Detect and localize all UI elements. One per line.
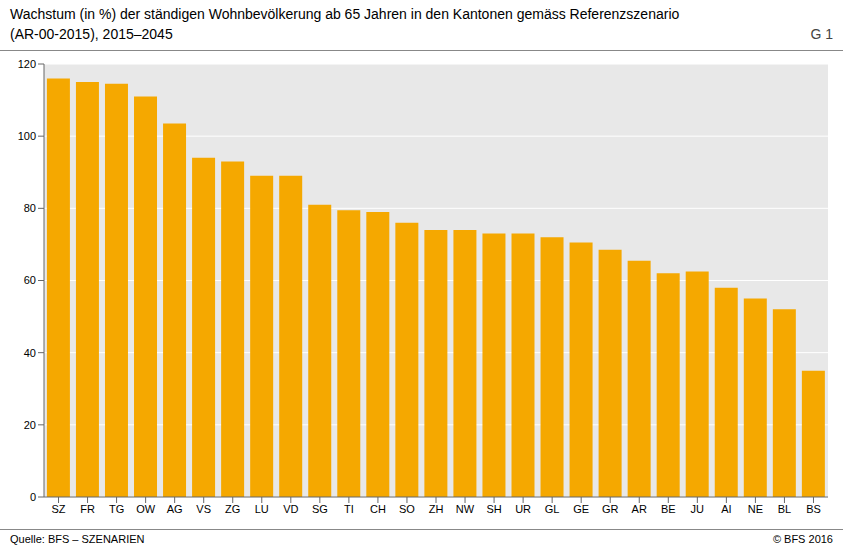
- svg-text:SO: SO: [399, 503, 415, 515]
- svg-text:80: 80: [24, 202, 36, 214]
- svg-text:AI: AI: [721, 503, 731, 515]
- svg-text:VD: VD: [283, 503, 298, 515]
- svg-text:BS: BS: [806, 503, 821, 515]
- svg-text:GR: GR: [602, 503, 619, 515]
- svg-text:20: 20: [24, 419, 36, 431]
- svg-text:NE: NE: [748, 503, 763, 515]
- svg-text:BE: BE: [661, 503, 676, 515]
- svg-text:ZG: ZG: [225, 503, 240, 515]
- svg-text:CH: CH: [370, 503, 386, 515]
- svg-text:JU: JU: [691, 503, 705, 515]
- svg-text:TG: TG: [109, 503, 124, 515]
- svg-text:GE: GE: [573, 503, 589, 515]
- svg-text:60: 60: [24, 274, 36, 286]
- svg-text:SZ: SZ: [51, 503, 65, 515]
- svg-text:100: 100: [18, 130, 36, 142]
- svg-text:ZH: ZH: [429, 503, 444, 515]
- svg-text:VS: VS: [196, 503, 211, 515]
- svg-text:0: 0: [30, 491, 36, 503]
- svg-text:AR: AR: [632, 503, 647, 515]
- html-text:G 1: G 1: [810, 26, 833, 42]
- svg-text:SG: SG: [312, 503, 328, 515]
- svg-text:AG: AG: [167, 503, 183, 515]
- svg-text:BL: BL: [778, 503, 791, 515]
- svg-text:GL: GL: [545, 503, 560, 515]
- svg-text:UR: UR: [515, 503, 531, 515]
- svg-text:40: 40: [24, 347, 36, 359]
- svg-text:120: 120: [18, 58, 36, 70]
- svg-text:NW: NW: [456, 503, 475, 515]
- html-text:Wachstum (in %) der ständigen: Wachstum (in %) der ständigen Wohnbevölk…: [10, 6, 680, 22]
- html-text:© BFS 2016: © BFS 2016: [772, 533, 833, 545]
- svg-text:LU: LU: [255, 503, 269, 515]
- svg-text:SH: SH: [486, 503, 501, 515]
- svg-text:OW: OW: [136, 503, 156, 515]
- html-text:(AR-00-2015), 2015–2045: (AR-00-2015), 2015–2045: [10, 26, 173, 42]
- svg-text:FR: FR: [80, 503, 95, 515]
- html-text:Quelle: BFS – SZENARIEN: Quelle: BFS – SZENARIEN: [10, 533, 145, 545]
- svg-text:TI: TI: [344, 503, 354, 515]
